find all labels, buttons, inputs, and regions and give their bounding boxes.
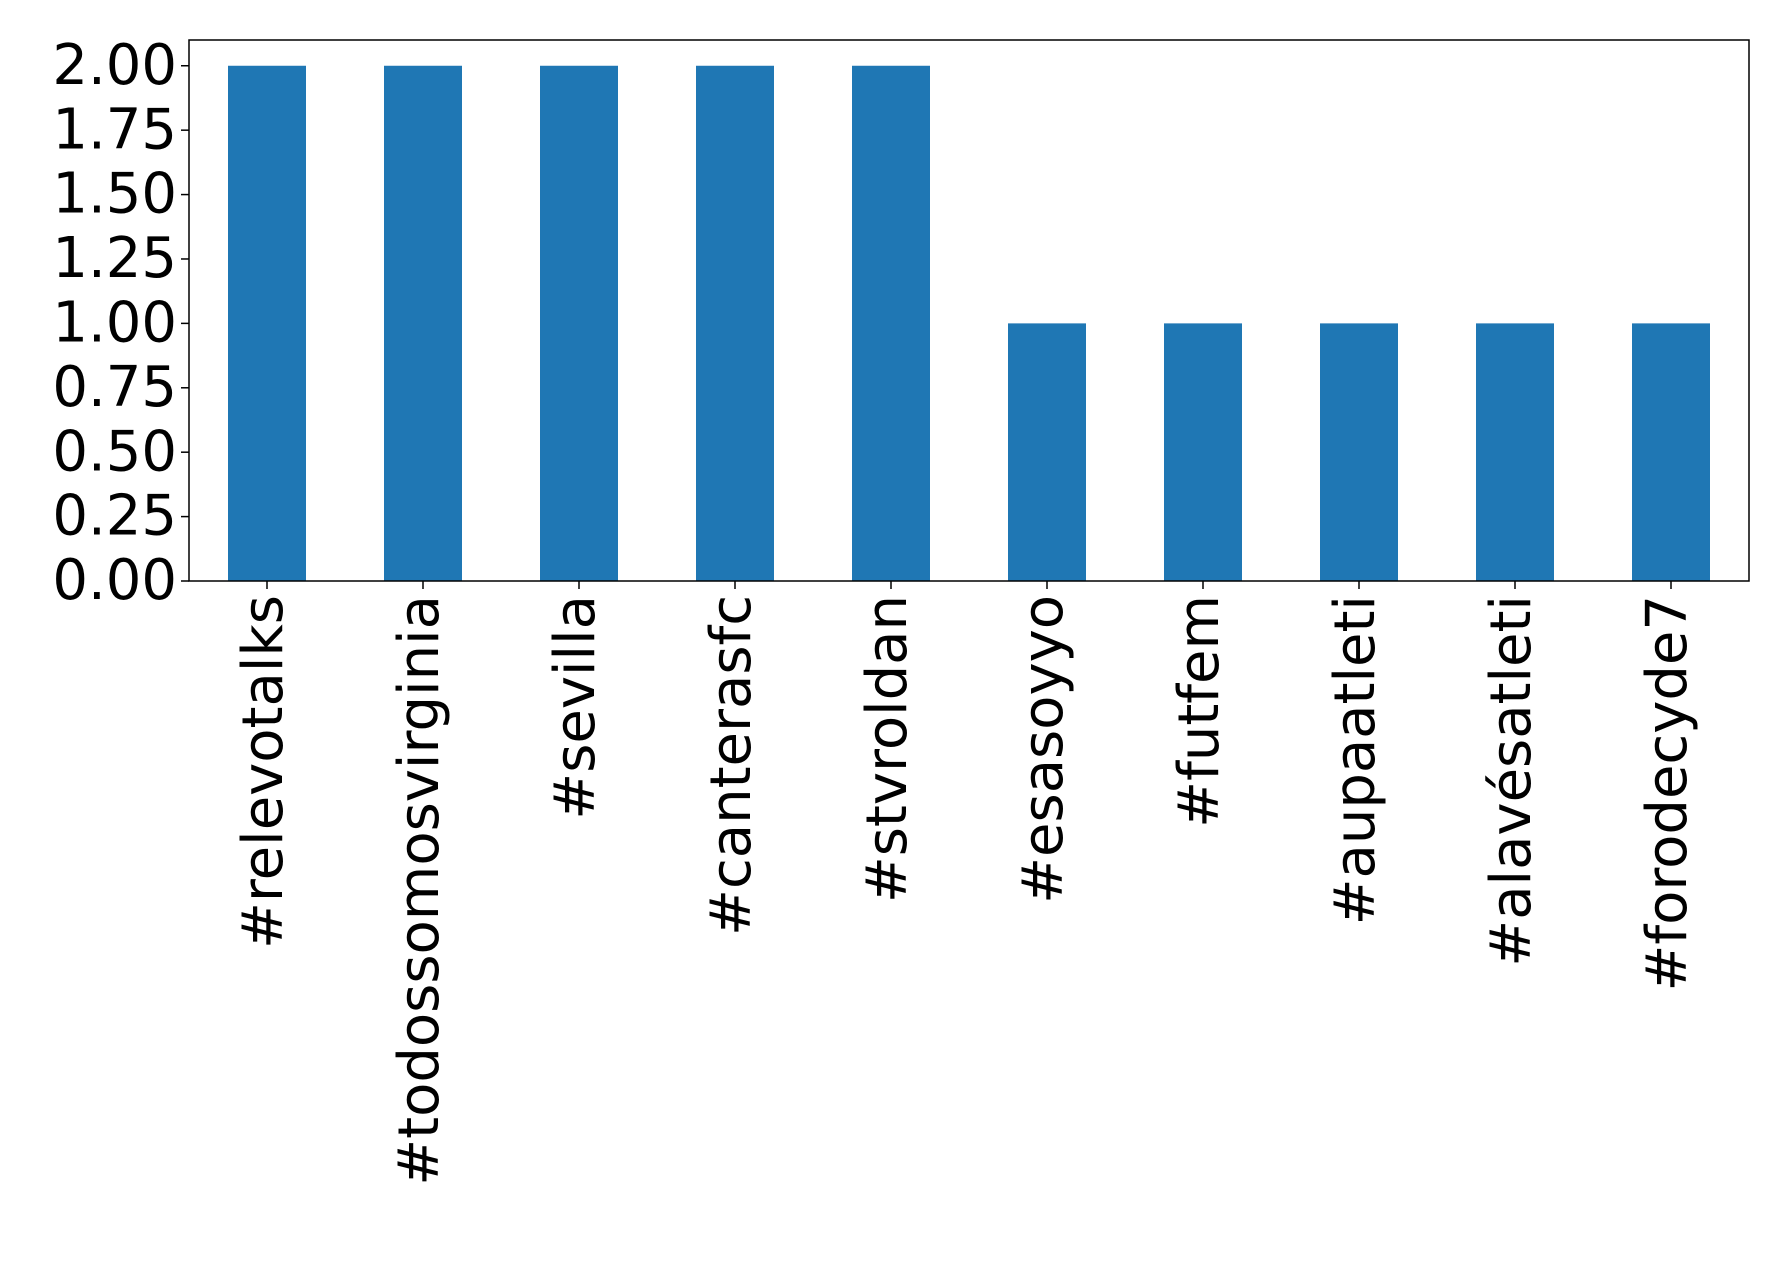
bar: [1008, 323, 1086, 581]
y-tick-label: 1.75: [52, 97, 177, 162]
bar: [852, 65, 930, 581]
y-tick-label: 1.50: [52, 162, 177, 227]
x-tick-label: #stvroldan: [855, 595, 920, 903]
bar: [1476, 323, 1554, 581]
bar: [540, 65, 618, 581]
bar: [696, 65, 774, 581]
x-tick-label: #futfem: [1167, 595, 1232, 828]
x-tick-label: #relevotalks: [231, 595, 296, 949]
y-tick-label: 0.50: [52, 419, 177, 484]
bar: [228, 65, 306, 581]
x-tick-label: #aupaatleti: [1323, 595, 1388, 925]
x-tick-label: #alavésatleti: [1479, 595, 1544, 967]
bar: [384, 65, 462, 581]
x-tick-label: #esasoyyo: [1011, 595, 1076, 904]
y-tick-label: 2.00: [52, 33, 177, 98]
x-tick-label: #todossomosvirginia: [387, 595, 452, 1186]
y-tick-label: 1.00: [52, 291, 177, 356]
y-tick-label: 0.75: [52, 355, 177, 420]
bar: [1164, 323, 1242, 581]
y-tick-label: 0.00: [52, 548, 177, 613]
plot-frame: [188, 39, 1750, 582]
y-tick-label: 1.25: [52, 226, 177, 291]
bar: [1320, 323, 1398, 581]
x-tick-label: #canterasfc: [699, 595, 764, 936]
bar: [1632, 323, 1710, 581]
x-tick-label: #forodecyde7: [1635, 595, 1700, 992]
x-tick-label: #sevilla: [543, 595, 608, 820]
y-tick-label: 0.25: [52, 484, 177, 549]
